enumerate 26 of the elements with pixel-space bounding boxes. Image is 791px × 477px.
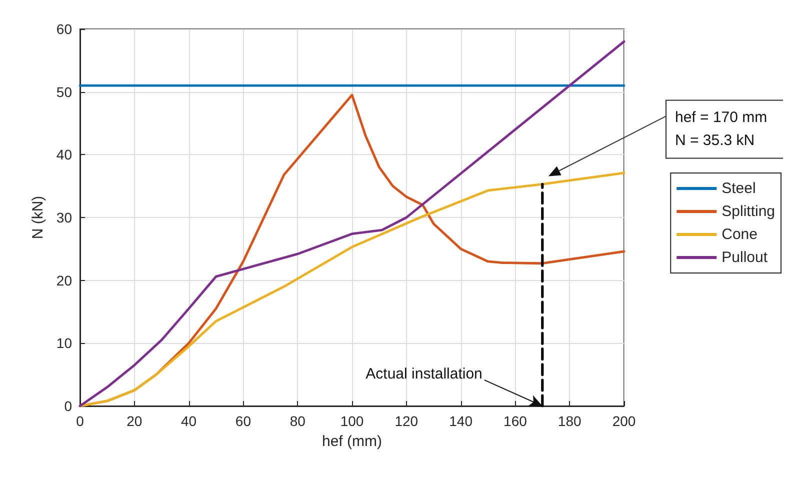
x-tick-label: 100: [340, 413, 364, 429]
x-tick-label: 160: [504, 413, 528, 429]
x-tick-label: 120: [394, 413, 418, 429]
y-tick-label: 40: [56, 146, 72, 163]
x-tick-label: 180: [558, 413, 582, 429]
y-tick-label: 50: [56, 84, 72, 100]
legend-label: Splitting: [722, 203, 776, 220]
x-tick-label: 200: [612, 413, 636, 429]
legend-label: Cone: [722, 226, 758, 243]
y-tick-label: 10: [56, 335, 72, 352]
x-tick-label: 0: [76, 413, 84, 429]
y-tick-label: 60: [56, 21, 72, 37]
x-axis-title: hef (mm): [322, 433, 382, 450]
legend-label: Steel: [722, 180, 756, 197]
x-tick-label: 40: [181, 413, 197, 429]
legend-label: Pullout: [722, 249, 768, 266]
annotation: Actual installation: [366, 366, 482, 382]
y-tick-label: 30: [56, 210, 72, 226]
x-tick-label: 140: [449, 413, 473, 429]
x-tick-label: 80: [290, 413, 306, 429]
x-tick-label: 60: [235, 413, 252, 429]
y-tick-label: 20: [56, 272, 72, 288]
text: hef = 170 mm N = 35.3 kN: [675, 109, 768, 150]
y-tick-label: 0: [64, 398, 72, 414]
x-tick-label: 20: [126, 413, 142, 429]
y-axis-title: N (kN): [30, 196, 47, 240]
